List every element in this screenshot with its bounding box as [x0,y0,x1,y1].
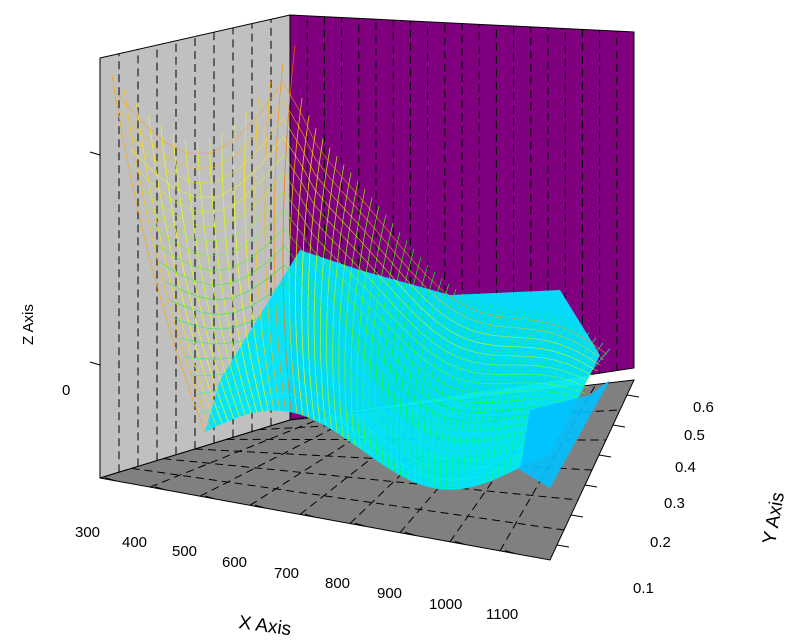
x-tick-label: 1000 [429,596,462,613]
x-tick-label: 400 [122,534,147,551]
y-tick-labels: 0.1 0.2 0.3 0.4 0.5 0.6 [633,399,714,597]
y-tick-label: 0.4 [675,459,696,476]
x-tick-label: 300 [75,524,100,541]
y-axis-title: Y Axis [759,491,789,546]
z-axis-title: Z Axis [20,304,37,345]
surface-mesh [111,44,611,490]
x-tick-label: 700 [274,565,299,582]
y-tick-label: 0.6 [693,399,714,416]
x-tick-label: 1100 [486,606,518,623]
x-tick-label: 600 [222,554,247,571]
y-tick-label: 0.2 [650,534,671,551]
y-tick-label: 0.3 [664,495,685,512]
axis-ticks [89,151,640,555]
z-tick-label: 0 [62,382,70,399]
y-tick-label: 0.5 [684,427,705,444]
x-axis-title: X Axis [237,612,292,640]
y-tick-label: 0.1 [633,580,654,597]
z-tick-labels: 0 [62,382,70,399]
x-tick-label: 500 [172,543,197,560]
x-tick-label: 900 [377,585,402,602]
x-tick-labels: 300 400 500 600 700 800 900 1000 1100 [75,524,518,623]
x-tick-label: 800 [325,575,350,592]
